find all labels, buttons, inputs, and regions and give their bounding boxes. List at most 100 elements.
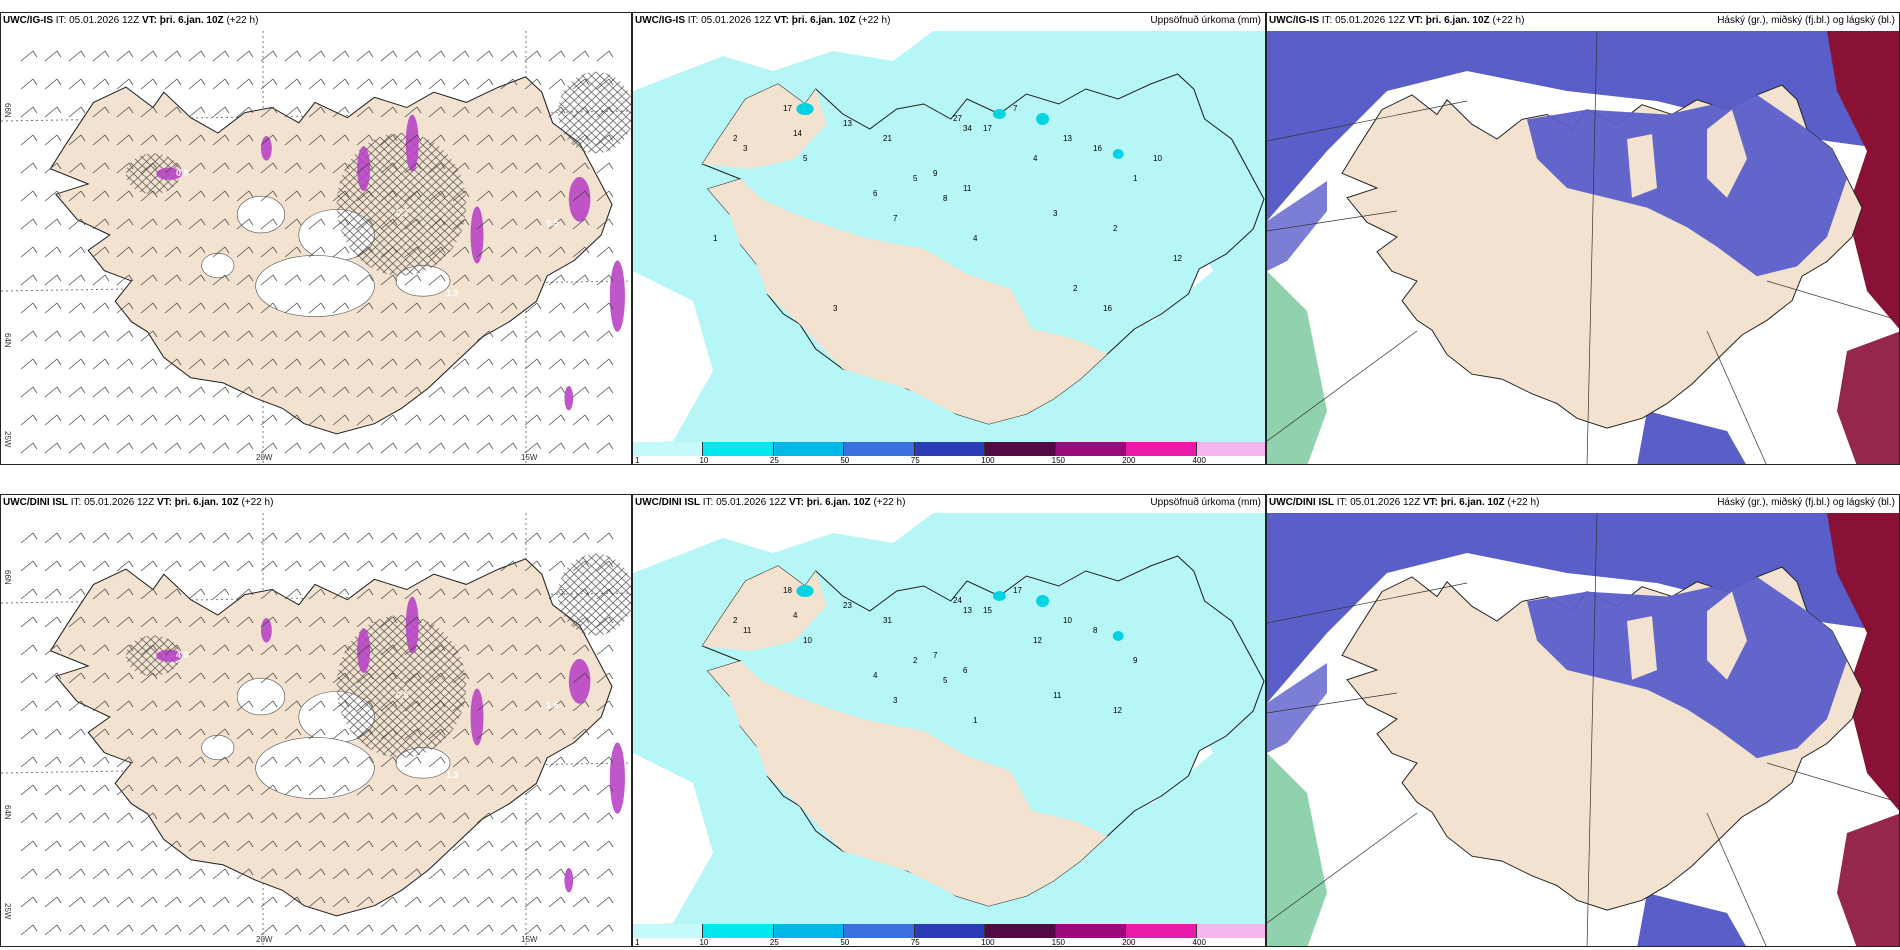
precip-value: 3 (893, 696, 898, 705)
wind-barb (20, 532, 38, 544)
wind-barb (452, 868, 470, 880)
precip-value: 5 (803, 154, 808, 163)
wind-barb (116, 50, 134, 62)
wind-barb (116, 386, 134, 398)
wind-barb (596, 924, 614, 936)
wind-barb (140, 868, 158, 880)
wind-barb (572, 302, 590, 314)
wind-barb (308, 812, 326, 824)
wind-barb (572, 190, 590, 202)
contour-label: 0.7 (396, 208, 409, 218)
wind-barb (260, 896, 278, 908)
wind-barb (284, 442, 302, 454)
wind-barb (548, 78, 566, 90)
wind-barb (68, 246, 86, 258)
colorbar-label: 75 (910, 456, 920, 465)
wind-barb (164, 218, 182, 230)
wind-barb (476, 616, 494, 628)
wind-barb (500, 588, 518, 600)
wind-barb (236, 840, 254, 852)
wind-barb (404, 840, 422, 852)
wind-barb (212, 162, 230, 174)
wind-barb (68, 756, 86, 768)
wind-barb (476, 442, 494, 454)
wind-barb (428, 560, 446, 572)
wind-barb (68, 616, 86, 628)
wind-barb (524, 50, 542, 62)
wind-barb (404, 700, 422, 712)
wind-barb (164, 868, 182, 880)
wind-barb (428, 896, 446, 908)
precip-blob (156, 649, 183, 662)
wind-barb (212, 330, 230, 342)
wind-barb (500, 386, 518, 398)
wind-barb (92, 302, 110, 314)
precip-value: 18 (783, 586, 792, 595)
wind-barb (92, 414, 110, 426)
wind-barb (476, 78, 494, 90)
wind-barb (212, 218, 230, 230)
hatched-area (336, 615, 467, 758)
wind-barb (260, 78, 278, 90)
wind-barb (500, 812, 518, 824)
wind-barb (20, 588, 38, 600)
glacier (236, 195, 286, 234)
wind-barb (356, 106, 374, 118)
wind-barb (548, 672, 566, 684)
wind-barb (548, 756, 566, 768)
precip-value: 13 (1063, 134, 1072, 143)
wind-barb (284, 812, 302, 824)
precip-value: 3 (1053, 209, 1058, 218)
wind-barb (500, 50, 518, 62)
wind-barb (20, 50, 38, 62)
wind-barb (404, 106, 422, 118)
wind-barb (524, 924, 542, 936)
contour-label: 1.3 (446, 770, 459, 780)
precip-value: 7 (893, 214, 898, 223)
wind-barb (476, 106, 494, 118)
wind-barb (476, 218, 494, 230)
colorbar-segment (914, 924, 986, 938)
wind-barb (140, 588, 158, 600)
wind-barb (164, 330, 182, 342)
wind-barb (452, 302, 470, 314)
wind-barb (308, 756, 326, 768)
wind-barb (452, 134, 470, 146)
wind-barb (572, 644, 590, 656)
wind-barb (212, 78, 230, 90)
wind-barb (116, 812, 134, 824)
wind-barb (284, 924, 302, 936)
wind-barb (332, 106, 350, 118)
wind-barb (68, 728, 86, 740)
wind-barb (140, 560, 158, 572)
wind-barb (116, 106, 134, 118)
wind-barb (236, 532, 254, 544)
wind-barb (476, 274, 494, 286)
wind-barb (140, 532, 158, 544)
wind-barb (356, 924, 374, 936)
wind-barb (116, 162, 134, 174)
wind-barb (68, 78, 86, 90)
precip-value: 5 (943, 676, 948, 685)
wind-barb (548, 728, 566, 740)
wind-barb (428, 700, 446, 712)
wind-barb (44, 700, 62, 712)
cloud-mid (1637, 893, 1746, 946)
wind-barb (428, 532, 446, 544)
wind-barb (20, 414, 38, 426)
wind-barb (188, 728, 206, 740)
wind-barb (236, 414, 254, 426)
panel-title: UWC/IG-IS IT: 05.01.2026 12Z VT: þri. 6.… (635, 15, 891, 26)
wind-barb (356, 532, 374, 544)
wind-barb (92, 812, 110, 824)
wind-barb (260, 560, 278, 572)
wind-barb (164, 50, 182, 62)
wind-barb (356, 386, 374, 398)
wind-barb (332, 162, 350, 174)
wind-barb (428, 106, 446, 118)
wind-barb (308, 784, 326, 796)
panel-precip-dini: UWC/DINI ISL IT: 05.01.2026 12Z VT: þri.… (632, 494, 1266, 947)
wind-barb (44, 330, 62, 342)
wind-barb (188, 588, 206, 600)
colorbar-segment (1126, 924, 1197, 938)
